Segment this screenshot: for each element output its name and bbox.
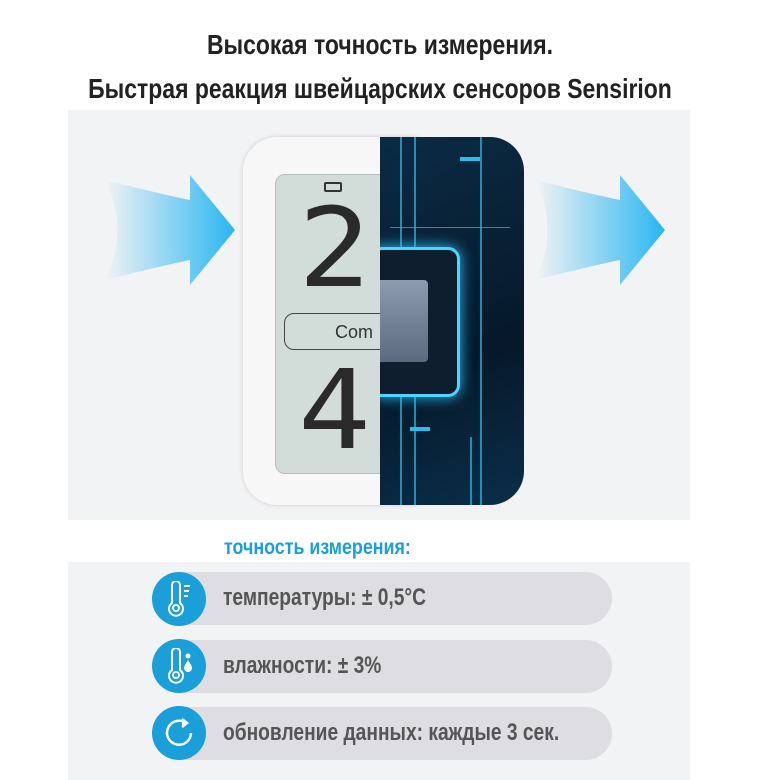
spec-row-temperature: температуры: ± 0,5°C bbox=[160, 572, 612, 625]
accuracy-heading: точность измерения: bbox=[224, 536, 411, 559]
title-line-1: Высокая точность измерения. bbox=[206, 29, 554, 60]
battery-icon bbox=[324, 182, 342, 192]
arrow-right-icon bbox=[105, 175, 235, 285]
spec-row-update: обновление данных: каждые 3 сек. bbox=[160, 707, 612, 760]
spec-label: обновление данных: каждые 3 сек. bbox=[223, 719, 560, 746]
thermometer-icon bbox=[152, 572, 206, 626]
humidity-thermometer-icon bbox=[152, 639, 206, 693]
chip-outline bbox=[380, 247, 460, 397]
temperature-digit: 2 bbox=[298, 184, 371, 312]
spec-label: влажности: ± 3% bbox=[223, 652, 382, 679]
humidity-digit: 4 bbox=[298, 346, 371, 474]
sensor-chip-image bbox=[380, 137, 524, 505]
spec-row-humidity: влажности: ± 3% bbox=[160, 640, 612, 693]
title-line-2: Быстрая реакция швейцарских сенсоров Sen… bbox=[88, 73, 672, 104]
arrow-right-icon bbox=[535, 175, 665, 285]
refresh-icon bbox=[152, 706, 206, 760]
spec-label: температуры: ± 0,5°C bbox=[223, 584, 426, 611]
